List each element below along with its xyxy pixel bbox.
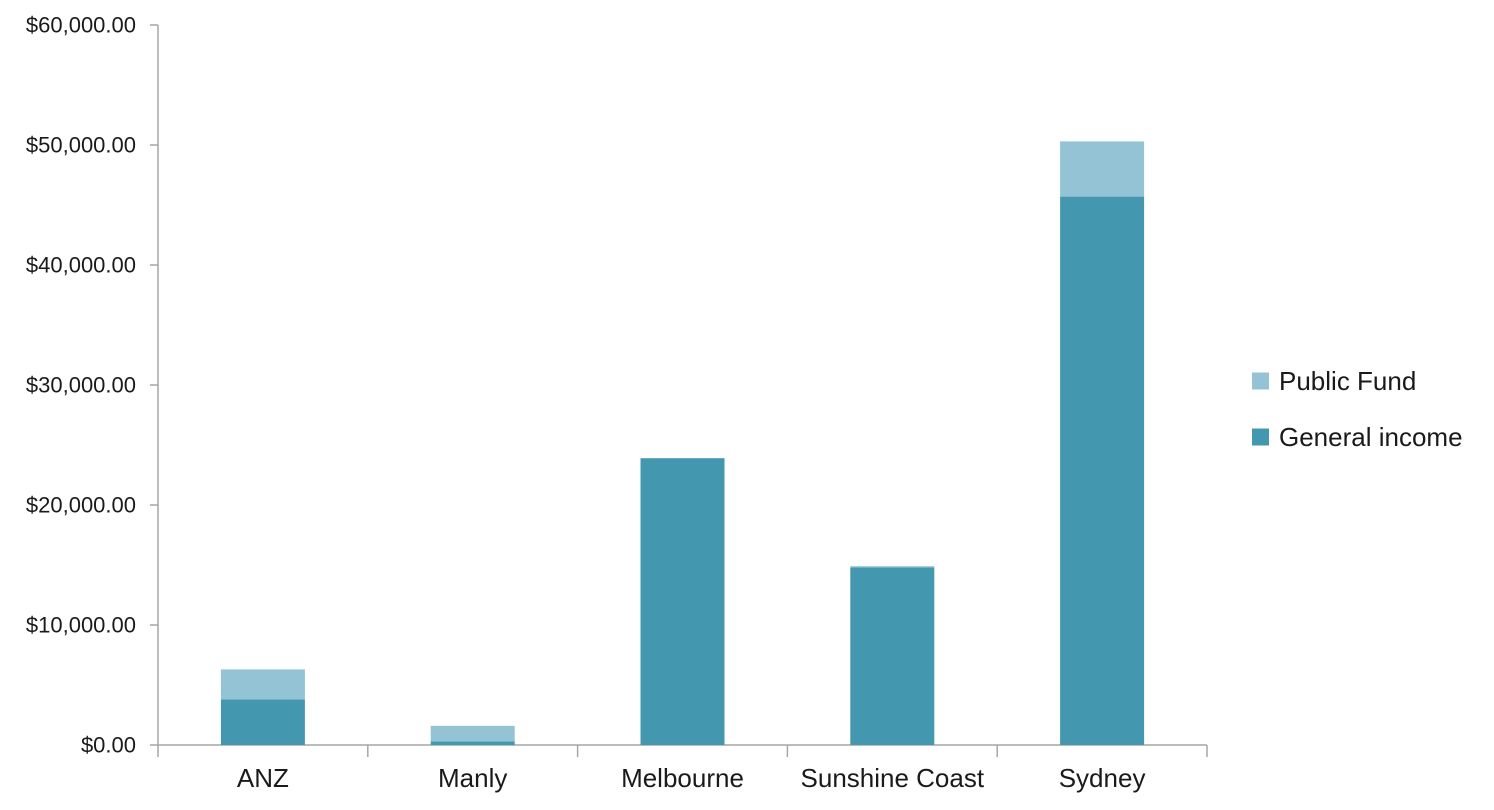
x-tick-label-anz: ANZ (237, 763, 289, 793)
x-axis: ANZ Manly Melbourne Sunshine Coast Sydney (157, 744, 1208, 793)
y-tick-label: $40,000.00 (26, 253, 136, 278)
bar-public-fund-manly (430, 725, 515, 742)
bar-public-fund-sydney (1060, 141, 1145, 197)
x-tick-label-sunshine-coast: Sunshine Coast (801, 763, 985, 793)
x-tick-label-manly: Manly (438, 763, 507, 793)
bar-general-income-manly (430, 741, 515, 745)
bar-general-income-sydney (1060, 196, 1145, 746)
bar-general-income-melbourne (640, 458, 725, 745)
bars (220, 141, 1145, 746)
legend-label-public-fund: Public Fund (1279, 366, 1416, 396)
y-axis: $0.00 $10,000.00 $20,000.00 $30,000.00 $40,0… (26, 13, 159, 758)
y-tick-label: $50,000.00 (26, 133, 136, 158)
y-tick-label: $30,000.00 (26, 373, 136, 398)
y-tick-label: $20,000.00 (26, 493, 136, 518)
legend-label-general-income: General income (1279, 422, 1463, 452)
legend-swatch-public-fund (1252, 372, 1269, 390)
bar-public-fund-anz (220, 669, 305, 700)
bar-general-income-sunshine-coast (850, 567, 935, 745)
x-tick-label-sydney: Sydney (1059, 763, 1146, 793)
y-tick-label: $0.00 (81, 733, 136, 758)
y-tick-label: $10,000.00 (26, 613, 136, 638)
x-tick-label-melbourne: Melbourne (621, 763, 744, 793)
legend: Public Fund General income (1252, 366, 1463, 452)
bar-public-fund-sunshine-coast (850, 566, 935, 568)
y-tick-label: $60,000.00 (26, 13, 136, 38)
legend-swatch-general-income (1252, 428, 1269, 446)
bar-general-income-anz (220, 699, 305, 745)
